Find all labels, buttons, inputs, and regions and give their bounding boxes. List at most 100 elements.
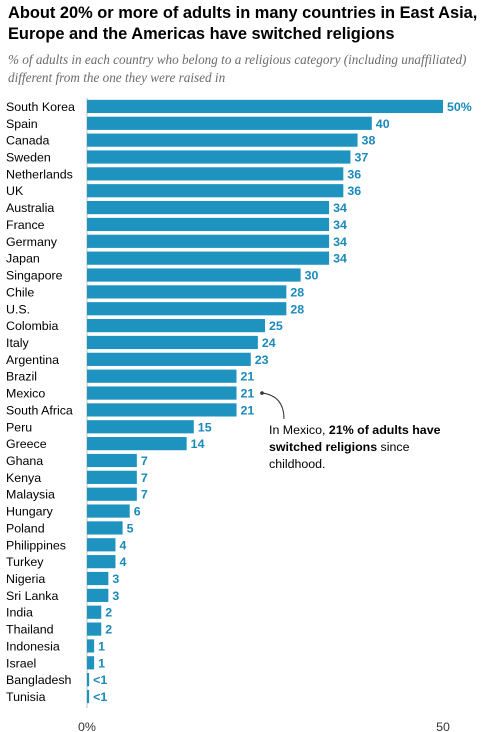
value-label-japan: 34 bbox=[333, 252, 347, 266]
bar-malaysia bbox=[87, 487, 137, 501]
bar-israel bbox=[87, 656, 95, 670]
category-label-bangladesh: Bangladesh bbox=[6, 673, 72, 687]
value-label-south-africa: 21 bbox=[241, 403, 255, 417]
value-label-brazil: 21 bbox=[241, 370, 255, 384]
value-label-chile: 28 bbox=[290, 285, 304, 299]
value-label-indonesia: 1 bbox=[98, 639, 105, 653]
bar-canada bbox=[87, 133, 358, 147]
value-label-tunisia: <1 bbox=[93, 690, 107, 704]
category-label-argentina: Argentina bbox=[6, 353, 59, 367]
bar-peru bbox=[87, 420, 194, 434]
value-label-colombia: 25 bbox=[269, 319, 283, 333]
category-label-south-korea: South Korea bbox=[6, 100, 75, 114]
value-label-sweden: 37 bbox=[354, 151, 368, 165]
value-label-israel: 1 bbox=[98, 656, 105, 670]
bar-bangladesh bbox=[87, 673, 90, 687]
category-label-thailand: Thailand bbox=[6, 623, 54, 637]
annotation-leader-line bbox=[261, 392, 285, 420]
value-label-argentina: 23 bbox=[255, 353, 269, 367]
category-label-italy: Italy bbox=[6, 336, 30, 350]
category-label-indonesia: Indonesia bbox=[6, 639, 60, 653]
annotation-prefix: In Mexico, bbox=[269, 423, 329, 437]
value-label-sri-lanka: 3 bbox=[112, 589, 119, 603]
bar-tunisia bbox=[87, 689, 90, 704]
bar-netherlands bbox=[87, 167, 344, 181]
annotation-leader-dot bbox=[260, 391, 264, 395]
bar-brazil bbox=[87, 369, 237, 383]
category-label-greece: Greece bbox=[6, 437, 47, 451]
category-label-poland: Poland bbox=[6, 521, 45, 535]
bar-south-africa bbox=[87, 403, 237, 417]
bar-sri-lanka bbox=[87, 588, 109, 602]
value-label-south-korea: 50% bbox=[447, 100, 472, 114]
bar-ghana bbox=[87, 453, 137, 468]
category-label-australia: Australia bbox=[6, 201, 54, 215]
category-label-u-s: U.S. bbox=[6, 302, 30, 316]
value-label-canada: 38 bbox=[362, 134, 376, 148]
category-label-hungary: Hungary bbox=[6, 505, 54, 519]
category-label-south-africa: South Africa bbox=[6, 403, 73, 417]
bar-france bbox=[87, 217, 330, 232]
category-label-netherlands: Netherlands bbox=[6, 167, 73, 181]
bar-spain bbox=[87, 116, 372, 130]
value-label-italy: 24 bbox=[262, 336, 276, 350]
category-label-nigeria: Nigeria bbox=[6, 572, 45, 586]
value-label-malaysia: 7 bbox=[141, 488, 148, 502]
bar-italy bbox=[87, 335, 258, 350]
annotation-bold: 21% of adults have switched religions bbox=[269, 423, 441, 454]
bar-thailand bbox=[87, 622, 102, 636]
value-label-hungary: 6 bbox=[134, 505, 141, 519]
value-label-peru: 15 bbox=[198, 420, 212, 434]
category-label-chile: Chile bbox=[6, 285, 34, 299]
bar-india bbox=[87, 605, 102, 619]
value-label-singapore: 30 bbox=[305, 269, 319, 283]
bar-mexico bbox=[87, 386, 237, 400]
value-label-kenya: 7 bbox=[141, 471, 148, 485]
category-label-japan: Japan bbox=[6, 252, 40, 266]
category-label-colombia: Colombia bbox=[6, 319, 58, 333]
value-label-mexico: 21 bbox=[241, 387, 255, 401]
bar-colombia bbox=[87, 319, 265, 333]
bar-u-s bbox=[87, 302, 287, 316]
category-label-israel: Israel bbox=[6, 656, 36, 670]
value-label-u-s: 28 bbox=[290, 302, 304, 316]
bar-singapore bbox=[87, 268, 301, 282]
bar-south-korea bbox=[87, 99, 443, 114]
value-label-bangladesh: <1 bbox=[93, 673, 107, 687]
value-label-poland: 5 bbox=[127, 521, 134, 535]
value-label-india: 2 bbox=[105, 606, 112, 620]
bar-poland bbox=[87, 521, 123, 535]
bar-chile bbox=[87, 285, 287, 299]
x-tick-label-min: 0% bbox=[78, 720, 96, 732]
category-label-sri-lanka: Sri Lanka bbox=[6, 589, 58, 603]
value-label-australia: 34 bbox=[333, 201, 347, 215]
category-label-canada: Canada bbox=[6, 134, 50, 148]
bar-philippines bbox=[87, 538, 116, 552]
category-label-germany: Germany bbox=[6, 235, 58, 249]
category-label-malaysia: Malaysia bbox=[6, 488, 55, 502]
value-label-thailand: 2 bbox=[105, 623, 112, 637]
value-label-spain: 40 bbox=[376, 117, 390, 131]
bar-kenya bbox=[87, 470, 137, 484]
bar-nigeria bbox=[87, 571, 109, 586]
mexico-annotation: In Mexico, 21% of adults have switched r… bbox=[269, 422, 449, 473]
value-label-turkey: 4 bbox=[119, 555, 126, 569]
category-label-sweden: Sweden bbox=[6, 151, 51, 165]
category-label-uk: UK bbox=[6, 184, 24, 198]
category-label-philippines: Philippines bbox=[6, 538, 66, 552]
bar-turkey bbox=[87, 555, 116, 569]
category-label-kenya: Kenya bbox=[6, 471, 41, 485]
category-label-spain: Spain bbox=[6, 117, 38, 131]
bar-japan bbox=[87, 251, 330, 265]
x-tick-label-max: 50 bbox=[436, 720, 450, 732]
category-label-singapore: Singapore bbox=[6, 269, 63, 283]
category-label-turkey: Turkey bbox=[6, 555, 44, 569]
value-label-philippines: 4 bbox=[119, 538, 126, 552]
bar-australia bbox=[87, 200, 330, 215]
bar-indonesia bbox=[87, 639, 95, 653]
category-label-tunisia: Tunisia bbox=[6, 690, 46, 704]
bar-argentina bbox=[87, 352, 251, 366]
bar-greece bbox=[87, 437, 187, 451]
value-label-nigeria: 3 bbox=[112, 572, 119, 586]
value-label-germany: 34 bbox=[333, 235, 347, 249]
